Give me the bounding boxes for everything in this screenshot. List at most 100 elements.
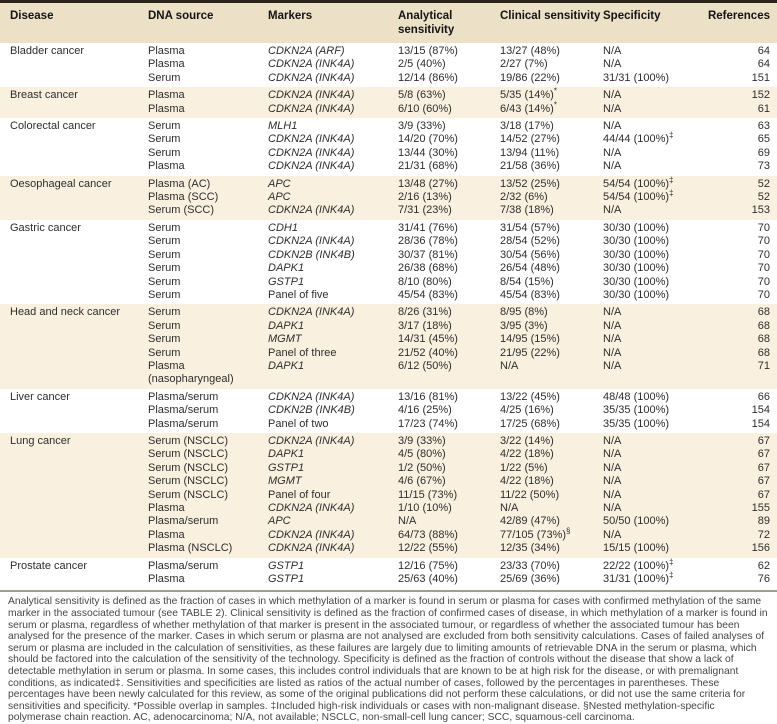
cell-specificity: 30/30 (100%) [603,235,670,248]
disease-group: Colorectal cancer Serum MLH1 3/9 (33%) 3/18 … [0,118,777,176]
cell-disease [10,347,148,360]
cell-reference: 72 [757,528,770,541]
cell-marker: CDKN2A (INK4A) [268,528,355,541]
cell-reference: 71 [757,359,770,372]
table-row: Breast cancer Plasma CDKN2A (INK4A) 5/8 (63… [0,86,777,102]
cell-analytical-sensitivity: 2/16 (13%) [398,191,452,204]
cell-specificity: N/A [603,333,622,346]
cell-analytical-sensitivity: 13/15 (87%) [398,45,458,57]
footnote-marker: § [566,526,571,536]
cell-analytical-sensitivity: 3/9 (33%) [398,434,446,447]
cell-analytical-sensitivity: 6/12 (50%) [398,359,452,372]
disease-group: Lung cancer Serum (NSCLC) CDKN2A (INK4A) 3/… [0,432,777,558]
cell-dna-source: Plasma [148,89,185,102]
cell-clinical-sensitivity: 2/32 (6%) [500,191,548,204]
cell-reference: 69 [757,146,770,159]
cell-marker: CDKN2A (INK4A) [268,58,355,71]
cell-clinical-sensitivity: 14/52 (27%) [500,133,560,146]
cell-dna-source: Plasma [148,45,185,57]
cell-specificity: N/A [603,160,622,173]
cell-specificity: N/A [603,434,622,447]
table-row: Plasma (nasopharyngeal) DAPK1 6/12 (50%) N/… [0,360,777,387]
cell-dna-source: Serum [148,146,181,159]
cell-clinical-sensitivity: 30/54 (56%) [500,248,560,261]
cell-analytical-sensitivity: 12/16 (75%) [398,559,458,572]
cell-reference: 154 [751,404,770,417]
cell-specificity: N/A [603,502,622,514]
cell-clinical-sensitivity: 42/89 (47%) [500,515,560,528]
cell-marker: APC [268,191,291,204]
cell-analytical-sensitivity: N/A [398,515,417,528]
table-row: Lung cancer Serum (NSCLC) CDKN2A (INK4A) 3/… [0,435,777,448]
cell-analytical-sensitivity: 2/5 (40%) [398,58,446,71]
cell-reference: 154 [751,417,770,430]
footnote-marker: ‡ [669,556,674,566]
cell-clinical-sensitivity: 4/25 (16%) [500,404,554,417]
table-row: Serum Panel of five 45/54 (83%) 45/54 (83%)… [0,289,777,302]
table-row: Plasma CDKN2A (INK4A) 2/5 (40%) 2/27 (7%) N/… [0,58,777,71]
cell-specificity: 35/35 (100%) [603,417,670,430]
cell-specificity: N/A [603,58,622,71]
disease-group: Gastric cancer Serum CDH1 31/41 (76%) 31/54 … [0,220,777,304]
cell-marker: CDKN2A (INK4A) [268,71,355,84]
cell-clinical-sensitivity: 45/54 (83%) [500,288,560,301]
disease-group: Bladder cancer Plasma CDKN2A (ARF) 13/15 (8… [0,43,777,87]
cell-marker: CDKN2A (INK4A) [268,502,355,514]
footnote-marker: ‡ [669,188,674,198]
cell-analytical-sensitivity: 3/17 (18%) [398,319,452,332]
cell-reference: 67 [757,488,770,501]
cell-clinical-sensitivity: 31/54 (57%) [500,221,560,234]
table-row: Serum DAPK1 26/38 (68%) 26/54 (48%) 30/30 (1… [0,262,777,275]
cell-analytical-sensitivity: 31/41 (76%) [398,221,458,234]
cell-clinical-sensitivity: 13/27 (48%) [500,45,560,57]
cell-specificity: N/A [603,204,622,217]
cell-specificity: 30/30 (100%) [603,248,670,261]
cell-specificity: 48/48 (100%) [603,390,670,403]
cell-specificity: 31/31 (100%) [603,71,670,84]
cell-clinical-sensitivity: 12/35 (34%) [500,542,560,555]
cell-marker: CDKN2A (INK4A) [268,102,355,115]
cell-clinical-sensitivity: 4/22 (18%) [500,475,554,488]
cell-disease [10,462,148,475]
cell-marker: Panel of five [268,288,329,301]
cell-clinical-sensitivity: 19/86 (22%) [500,71,560,84]
table-row: Oesophageal cancer Plasma (AC) APC 13/48 (2… [0,175,777,191]
cell-disease [10,542,148,555]
cell-specificity: 22/22 (100%)‡ [603,556,674,572]
cell-clinical-sensitivity: 8/54 (15%) [500,275,554,288]
cell-disease [10,249,148,262]
cell-dna-source: Plasma/serum [148,417,219,430]
cell-disease [10,489,148,502]
table-row: Bladder cancer Plasma CDKN2A (ARF) 13/15 (8… [0,45,777,58]
footnote-marker: ‡ [669,175,674,184]
cell-dna-source: Plasma [148,502,185,514]
cell-specificity: N/A [603,146,622,159]
cell-reference: 68 [757,319,770,332]
cell-analytical-sensitivity: 4/5 (80%) [398,448,446,461]
cell-clinical-sensitivity: 77/105 (73%)§ [500,526,571,541]
table-row: Serum (NSCLC) GSTP1 1/2 (50%) 1/22 (5%) N/A 6… [0,462,777,475]
cell-specificity: N/A [603,448,622,461]
cell-disease [10,133,148,146]
cell-dna-source: Plasma [148,58,185,71]
cell-disease: Gastric cancer [10,221,81,234]
table-row: Serum (SCC) CDKN2A (INK4A) 7/31 (23%) 7/38 … [0,204,777,217]
table-row: Plasma/serum Panel of two 17/23 (74%) 17/25… [0,418,777,431]
cell-disease [10,360,148,387]
cell-clinical-sensitivity: 13/94 (11%) [500,146,560,159]
cell-reference: 52 [757,191,770,204]
cell-marker: CDKN2A (INK4A) [268,133,355,146]
cell-analytical-sensitivity: 12/22 (55%) [398,542,458,555]
cell-analytical-sensitivity: 4/6 (67%) [398,475,446,488]
cell-specificity: 44/44 (100%)‡ [603,130,674,146]
cell-disease [10,58,148,71]
cell-specificity: N/A [603,89,622,102]
table-row: Colorectal cancer Serum MLH1 3/9 (33%) 3/18 … [0,120,777,133]
cell-specificity: 54/54 (100%)‡ [603,188,674,204]
cell-marker: GSTP1 [268,559,305,572]
cell-reference: 70 [757,248,770,261]
column-header-analytical-sensitivity: Analytical sensitivity [398,10,455,36]
footnote-marker: * [553,86,557,96]
cell-marker: MLH1 [268,120,298,133]
cell-disease [10,418,148,431]
